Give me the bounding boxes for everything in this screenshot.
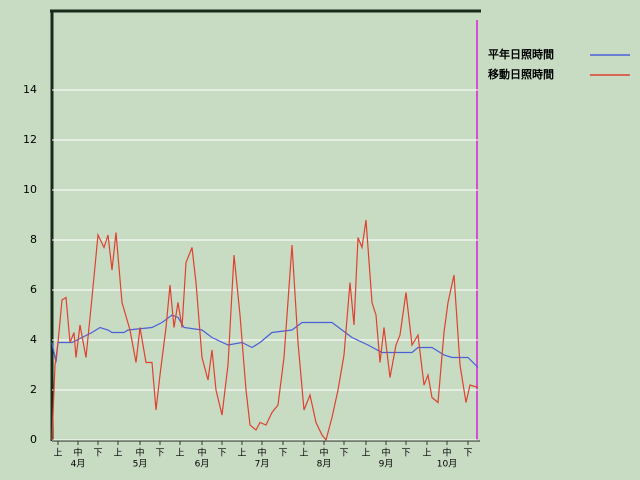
x-tick-label: 下 bbox=[401, 449, 410, 459]
x-tick-label: 中 bbox=[442, 447, 451, 459]
x-tick-label: 上 bbox=[175, 448, 184, 459]
x-tick-label: 上 bbox=[422, 448, 431, 459]
x-tick-label: 中 bbox=[197, 447, 206, 459]
y-tick-label: 2 bbox=[30, 383, 37, 396]
legend-label: 平年日照時間 bbox=[488, 47, 554, 61]
month-label: 8月 bbox=[317, 459, 332, 470]
month-label: 6月 bbox=[195, 459, 210, 470]
y-tick-label: 0 bbox=[30, 433, 37, 446]
x-tick-label: 上 bbox=[237, 448, 246, 459]
x-tick-label: 中 bbox=[73, 447, 82, 459]
y-tick-label: 10 bbox=[23, 183, 37, 196]
y-tick-label: 12 bbox=[23, 133, 37, 146]
x-tick-label: 上 bbox=[53, 448, 62, 459]
x-tick-label: 下 bbox=[217, 449, 226, 459]
x-tick-label: 中 bbox=[319, 447, 328, 459]
x-tick-label: 上 bbox=[113, 448, 122, 459]
month-label: 10月 bbox=[437, 459, 457, 470]
y-tick-label: 14 bbox=[23, 83, 37, 96]
month-label: 7月 bbox=[255, 459, 270, 470]
x-tick-label: 中 bbox=[257, 447, 266, 459]
x-tick-label: 上 bbox=[361, 448, 370, 459]
month-label: 5月 bbox=[133, 459, 148, 470]
x-tick-label: 下 bbox=[339, 449, 348, 459]
y-tick-label: 8 bbox=[30, 233, 37, 246]
x-tick-label: 下 bbox=[93, 449, 102, 459]
x-tick-label: 上 bbox=[299, 448, 308, 459]
x-tick-label: 中 bbox=[135, 447, 144, 459]
legend-label: 移動日照時間 bbox=[488, 67, 554, 81]
x-tick-label: 下 bbox=[463, 449, 472, 459]
x-tick-label: 下 bbox=[278, 449, 287, 459]
series-line bbox=[51, 314, 479, 368]
x-tick-label: 中 bbox=[381, 447, 390, 459]
series-line bbox=[51, 219, 479, 442]
x-tick-label: 下 bbox=[155, 449, 164, 459]
y-tick-label: 4 bbox=[30, 333, 37, 346]
month-label: 9月 bbox=[379, 459, 394, 470]
month-label: 4月 bbox=[71, 459, 86, 470]
y-tick-label: 6 bbox=[30, 283, 37, 296]
